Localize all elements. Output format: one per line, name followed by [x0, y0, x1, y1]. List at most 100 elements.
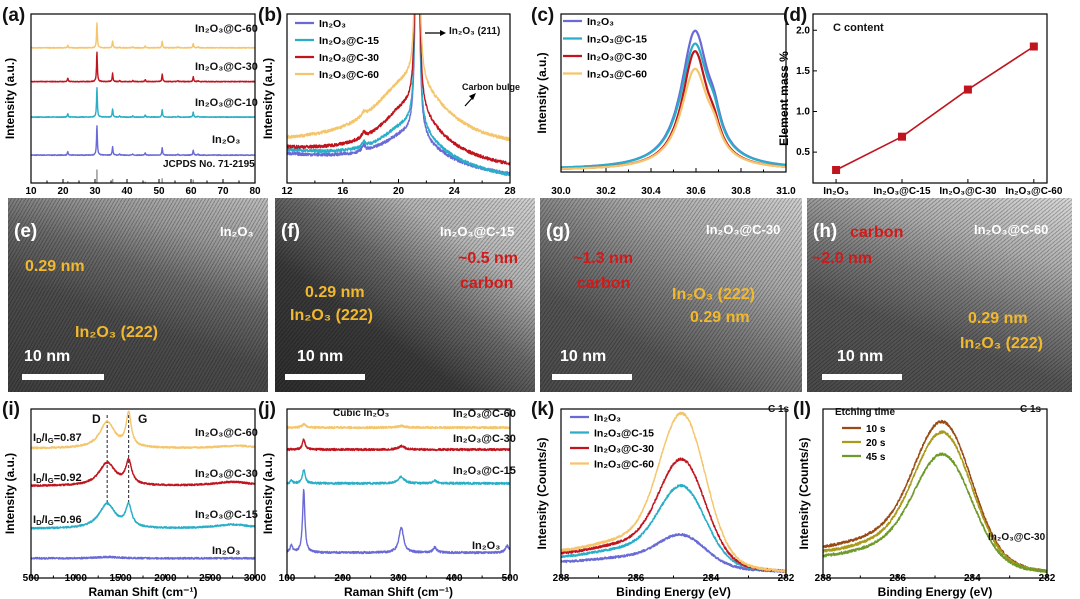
series-label-c60: In₂O₃@C-60: [195, 23, 258, 35]
lattice-plane-label: In₂O₃ (222): [75, 324, 158, 341]
legend-title: Etching time: [835, 407, 896, 418]
panel-label-c: (c): [531, 5, 555, 26]
carbon-thickness-label: ~0.5 nm: [458, 250, 519, 267]
chart-j: Intensity (a.u.)Raman Shift (cm⁻¹)100 200…: [261, 408, 519, 599]
y-axis-label: Intensity (Counts/s): [535, 437, 549, 549]
plot-area: [287, 422, 510, 555]
series-line: [287, 469, 510, 486]
lattice-plane-label: In₂O₃ (222): [960, 335, 1043, 352]
y-axis-label: Intensity (a.u.): [535, 52, 549, 133]
reference-label: JCPDS No. 71-2195: [163, 159, 255, 170]
d-band-label: D: [92, 412, 101, 426]
arrow-head-icon: [469, 93, 476, 100]
panel-label-g: (g): [546, 221, 571, 242]
panel-label-k: (k): [531, 399, 555, 420]
series-label-c60: In₂O₃@C-60: [195, 427, 258, 439]
plot-frame: [560, 13, 787, 173]
scale-bar-label: 10 nm: [837, 348, 884, 365]
series-line: [287, 14, 510, 141]
legend-label: In₂O₃@C-30: [594, 443, 654, 455]
y-tick-label: 2.0: [796, 25, 810, 36]
panel-label-e: (e): [14, 221, 38, 242]
series-line: [31, 22, 255, 49]
plot-area: [287, 14, 510, 176]
x-tick-label: 30.0: [551, 186, 571, 197]
plot-area: [823, 419, 1047, 574]
series-line: [31, 51, 255, 83]
scale-bar-label: 10 nm: [24, 348, 71, 365]
x-tick-label: 30.2: [596, 186, 616, 197]
tem-image-f: In₂O₃@C-15 ~0.5 nm carbon 0.29 nm In₂O₃ …: [275, 198, 535, 392]
x-tick-label: 31.0: [776, 186, 796, 197]
ratio-label-c30: ID/IG=0.92: [33, 472, 82, 485]
ratio-label-c15: ID/IG=0.96: [33, 514, 82, 527]
chart-k: Intensity (Counts/s)Binding Energy (eV)2…: [535, 408, 795, 599]
chart-title-k: C 1s: [768, 404, 790, 415]
sample-label: In₂O₃@C-30: [988, 532, 1046, 543]
legend-label: In₂O₃@C-15: [594, 428, 654, 440]
x-tick-label: 20: [57, 186, 69, 197]
y-axis-label: Intensity (a.u.): [3, 58, 17, 139]
x-tick-label: 30.6: [686, 186, 706, 197]
lattice-spacing-label: 0.29 nm: [690, 309, 750, 326]
x-tick-label: 16: [337, 186, 349, 197]
panel-label-h: (h): [813, 221, 838, 242]
x-tick-label: 12: [281, 186, 293, 197]
lattice-spacing-label: 0.29 nm: [25, 258, 85, 275]
legend-label: In₂O₃@C-30: [319, 52, 379, 64]
chart-l: Intensity (Counts/s) Binding Energy (eV) 2…: [797, 408, 1056, 599]
scale-bar: [552, 374, 632, 380]
panel-label-b: (b): [258, 5, 283, 26]
y-axis-label: Intensity (Counts/s): [797, 437, 811, 549]
tem-image-g: In₂O₃@C-30 ~1.3 nm carbon In₂O₃ (222) 0.…: [540, 198, 802, 392]
series-line: [561, 42, 786, 169]
bulge-annotation: Carbon bulge: [462, 82, 520, 92]
data-point: [897, 132, 906, 141]
plot-frame: [560, 408, 787, 579]
plot-area: [31, 410, 255, 560]
carbon-thickness-label: ~1.3 nm: [573, 250, 634, 267]
series-line: [31, 125, 255, 157]
tem-sample-label: In₂O₃@C-30: [706, 222, 781, 237]
y-axis-label: Intensity (a.u.): [261, 453, 275, 534]
plot-frame: [812, 13, 1048, 184]
lattice-plane-label: In₂O₃ (222): [290, 307, 373, 324]
series-label-c30: In₂O₃@C-30: [453, 433, 516, 445]
series-line: [287, 438, 510, 452]
panel-label-l: (l): [793, 399, 811, 420]
series-line: [561, 67, 786, 170]
scale-bar: [822, 374, 902, 380]
arrow-head-icon: [440, 30, 446, 36]
lattice-spacing-label: 0.29 nm: [968, 310, 1028, 327]
x-tick-label: In₂O₃@C-15: [873, 186, 931, 197]
series-line: [31, 501, 255, 530]
x-tick-label: 30: [89, 186, 101, 197]
tem-sample-label: In₂O₃@C-15: [440, 224, 515, 239]
data-point: [1029, 42, 1038, 51]
x-tick-label: In₂O₃@C-30: [939, 186, 997, 197]
x-tick-label: 28: [504, 186, 516, 197]
panel-label-j: (j): [258, 399, 276, 420]
x-axis-label: Raman Shift (cm⁻¹): [88, 585, 197, 599]
legend-label: In₂O₃@C-15: [587, 34, 647, 46]
plot-frame: [286, 13, 511, 184]
x-tick-label: 80: [249, 186, 261, 197]
series-line: [823, 452, 1047, 574]
scale-bar-label: 10 nm: [297, 348, 344, 365]
series-label-in2o3: In₂O₃: [212, 545, 241, 557]
x-axis-label: Binding Energy (eV): [616, 585, 731, 599]
y-tick-label: 1.0: [796, 107, 810, 118]
chart-b: Intensity (a.u.)2θ (°)1216202428In₂O₃In₂…: [261, 13, 516, 213]
legend-label: In₂O₃@C-60: [587, 69, 647, 81]
x-tick-label: In₂O₃@C-60: [1005, 186, 1063, 197]
series-line: [287, 14, 510, 166]
panel-label-i: (i): [2, 399, 20, 420]
data-point: [963, 85, 972, 94]
plot-frame: [822, 408, 1048, 579]
x-axis-label: Binding Energy (eV): [878, 585, 993, 599]
chart-title-d: C content: [833, 22, 884, 34]
series-line: [823, 419, 1047, 573]
x-tick-label: 60: [185, 186, 197, 197]
